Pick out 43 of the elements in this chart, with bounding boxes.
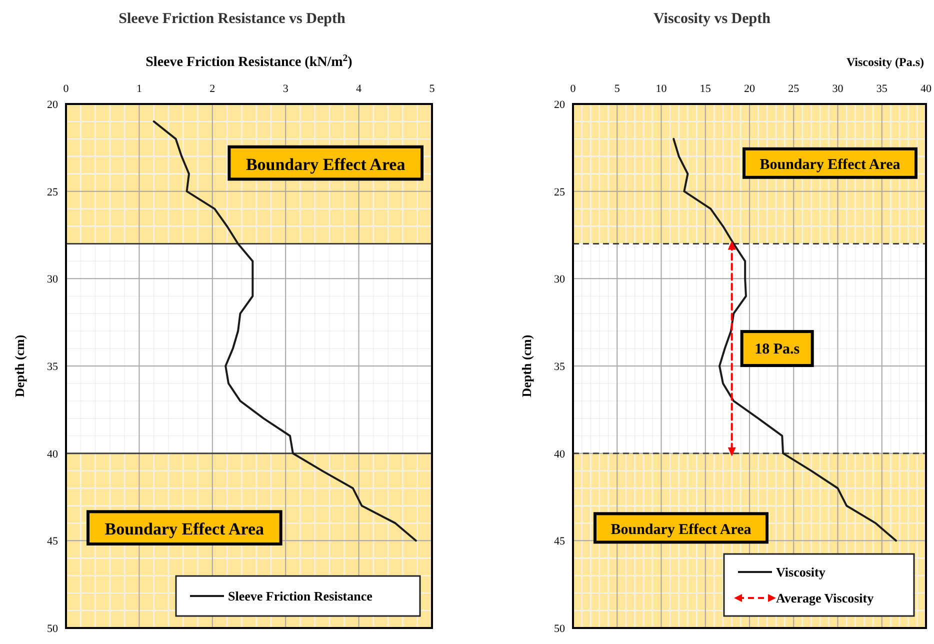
band-label: Boundary Effect Area [760, 157, 901, 174]
y-tick-label: 50 [47, 623, 58, 635]
y-tick-label: 45 [47, 536, 58, 548]
x-axis-title: Viscosity (Pa.s) [846, 55, 924, 69]
band-label: Boundary Effect Area [610, 522, 752, 538]
legend-label: Average Viscosity [776, 590, 874, 606]
chart-title: Sleeve Friction Resistance vs Depth [118, 11, 346, 27]
y-tick-label: 30 [554, 274, 566, 286]
y-tick-label: 40 [554, 448, 566, 460]
x-tick-label: 1 [136, 83, 142, 95]
y-axis-title: Depth (cm) [12, 334, 27, 398]
x-tick-label: 10 [656, 83, 668, 95]
x-tick-label: 25 [788, 83, 800, 95]
y-tick-label: 35 [47, 361, 58, 373]
band-label: Boundary Effect Area [246, 154, 406, 174]
x-tick-label: 0 [570, 83, 576, 95]
y-tick-label: 50 [554, 623, 566, 635]
x-tick-label: 3 [282, 83, 289, 95]
y-tick-label: 40 [47, 448, 58, 460]
y-tick-label: 20 [554, 99, 566, 111]
band-label: Boundary Effect Area [104, 520, 265, 539]
x-tick-label: 4 [356, 83, 362, 95]
y-tick-label: 35 [554, 361, 566, 373]
x-tick-label: 15 [700, 83, 712, 95]
x-tick-label: 20 [744, 83, 756, 95]
x-tick-label: 40 [920, 83, 932, 95]
x-tick-label: 35 [876, 83, 888, 95]
legend-label: Viscosity [776, 564, 826, 580]
y-tick-label: 25 [47, 186, 58, 198]
y-axis-title: Depth (cm) [519, 334, 534, 398]
x-tick-label: 2 [210, 83, 216, 95]
x-axis-title: Sleeve Friction Resistance (kN/m$^{2}$) [146, 52, 353, 70]
y-tick-label: 25 [554, 186, 566, 198]
y-tick-label: 30 [47, 274, 58, 286]
chart-title: Viscosity vs Depth [654, 11, 772, 27]
x-tick-label: 30 [832, 83, 844, 95]
y-tick-label: 45 [554, 536, 566, 548]
annotation: 18 Pa.s [754, 342, 800, 358]
x-tick-label: 5 [614, 83, 620, 95]
y-tick-label: 20 [47, 99, 58, 111]
legend-label: Sleeve Friction Resistance [228, 588, 373, 604]
x-tick-label: 5 [429, 83, 436, 95]
x-tick-label: 0 [63, 83, 70, 95]
